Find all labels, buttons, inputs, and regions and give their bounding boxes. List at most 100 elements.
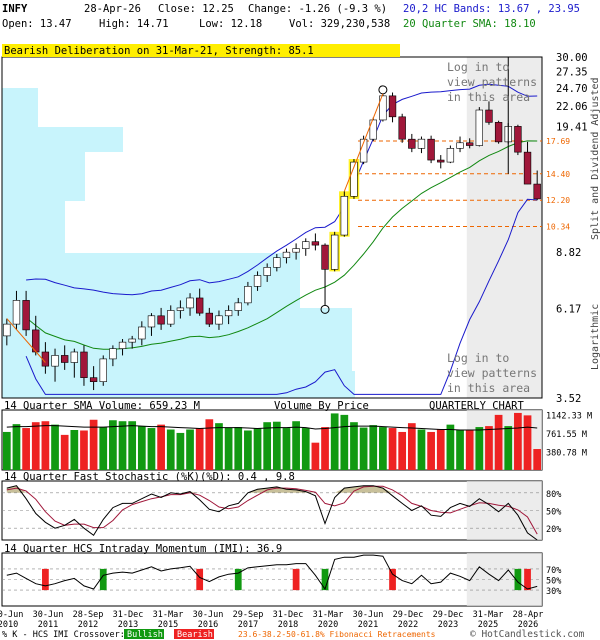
right-axis-label: Split and Dividend Adjusted	[590, 77, 600, 240]
crossover-bearish-bar	[42, 568, 49, 591]
volume-bar	[109, 420, 117, 470]
volume-bar	[166, 429, 175, 470]
x-tick-label: 30-Jun 2021	[353, 610, 384, 630]
banner-text: Bearish Deliberation on 31-Mar-21, Stren…	[4, 45, 314, 57]
volume-bar	[465, 429, 474, 470]
volume-bar	[446, 424, 455, 470]
price-tick-label: 3.52	[556, 393, 581, 405]
pattern-marker	[378, 85, 388, 95]
price-tick-label: 6.17	[556, 304, 581, 316]
footer-bearish-bg	[174, 629, 214, 639]
volume-panel: 14 Quarter SMA Volume: 659.23 M Volume By…	[1, 400, 592, 471]
momentum-line	[6, 554, 538, 591]
volume-by-price-bar	[2, 371, 355, 398]
candle	[3, 323, 11, 337]
price-tick-label: 19.41	[556, 121, 588, 133]
candle	[244, 286, 252, 304]
price-tick-label: 8.82	[556, 247, 581, 259]
volume-title: 14 Quarter SMA Volume: 659.23 M	[4, 400, 200, 412]
login-overlay-top: Log in to view patterns in this area	[447, 60, 537, 104]
x-tick-label: 31-Mar 2025	[473, 610, 504, 630]
volume-bar	[157, 424, 165, 470]
candle	[494, 122, 503, 143]
momentum-title: 14 Quarter HCS Intraday Momentum (IMI): …	[4, 543, 282, 555]
volume-bar	[292, 421, 300, 470]
volume-bar	[456, 430, 464, 470]
candle	[138, 326, 146, 340]
candle	[282, 251, 291, 258]
volume-bar	[311, 442, 320, 470]
fib-label: 10.34	[546, 223, 570, 232]
volume-bar	[427, 431, 435, 470]
crossover-bearish-bar	[524, 568, 531, 591]
volume-bar	[475, 427, 484, 470]
momentum-tick-label: 50%	[546, 577, 561, 587]
volume-bar	[253, 428, 262, 470]
volume-bar	[31, 422, 40, 470]
candle	[22, 300, 30, 331]
x-tick-label: 28-Apr 2026	[513, 610, 544, 630]
stochastic-shade	[466, 481, 542, 540]
momentum-tick-label: 30%	[546, 587, 561, 597]
candle	[215, 315, 223, 325]
price-tick-label: 27.35	[556, 67, 588, 79]
header-low: Low: 12.18	[199, 18, 262, 30]
banner-bg	[2, 44, 400, 57]
candle	[80, 351, 88, 378]
volume-bar	[436, 429, 445, 470]
volume-by-price-bar	[2, 152, 85, 201]
header-hc-bands: 20,2 HC Bands: 13.67 , 23.95	[403, 3, 580, 15]
momentum-tick-label: 70%	[546, 566, 561, 576]
volume-bar	[494, 414, 503, 470]
volume-bar	[224, 427, 233, 470]
candle	[331, 234, 339, 270]
volume-tick-label: 380.78 M	[546, 448, 587, 458]
candle	[437, 159, 445, 163]
volume-bar	[51, 424, 59, 470]
quarterly-chart-title: QUARTERLY CHART	[429, 400, 525, 412]
candle	[224, 310, 233, 317]
trend-line	[343, 93, 384, 192]
candle	[99, 358, 107, 382]
header-close: Close: 12.25	[158, 3, 234, 15]
candle	[533, 183, 541, 200]
volume-bar	[407, 423, 416, 470]
candle	[196, 297, 204, 314]
candle	[128, 338, 136, 343]
volume-by-price-title: Volume By Price	[274, 400, 369, 412]
x-tick-label: 29-Sep 2017	[233, 610, 264, 630]
volume-bar	[263, 422, 272, 470]
volume-by-price-bar	[2, 127, 123, 152]
candle	[388, 95, 397, 118]
volume-bar	[244, 430, 252, 470]
footer-bullish: Bullish	[127, 630, 163, 640]
volume-bar	[176, 432, 185, 470]
volume-bar	[137, 426, 146, 470]
header-sma: 20 Quarter SMA: 18.10	[403, 18, 536, 30]
header-date: 28-Apr-26	[84, 3, 141, 15]
stochastic-panel: 14 Quarter Fast Stochastic (%K)(%D): 0.4…	[1, 471, 561, 541]
x-tick-label: 29-Dec 2023	[433, 610, 464, 630]
candle	[253, 275, 262, 287]
candle	[70, 351, 78, 363]
candle	[321, 244, 329, 270]
volume-bar	[186, 429, 194, 470]
ticker: INFY	[2, 3, 28, 15]
candle	[379, 95, 387, 121]
volume-bar	[359, 427, 368, 470]
crossover-bullish-bar	[99, 568, 107, 591]
volume-bar	[2, 431, 11, 470]
volume-bar	[12, 424, 21, 470]
volume-bar	[118, 421, 127, 470]
footer-bearish: Bearish	[177, 630, 213, 640]
x-tick-label: 31-Dec 2018	[273, 610, 304, 630]
candle	[89, 377, 98, 382]
price-tick-label: 24.70	[556, 83, 588, 95]
x-tick-label: 31-Mar 2015	[153, 610, 184, 630]
x-tick-label: 29-Dec 2022	[393, 610, 424, 630]
footer-copyright: © HotCandlestick.com	[470, 629, 585, 640]
fib-label: 14.40	[546, 170, 570, 179]
footer: % K - HCS IMI Crossover: Bullish Bearish 23…	[2, 629, 585, 640]
